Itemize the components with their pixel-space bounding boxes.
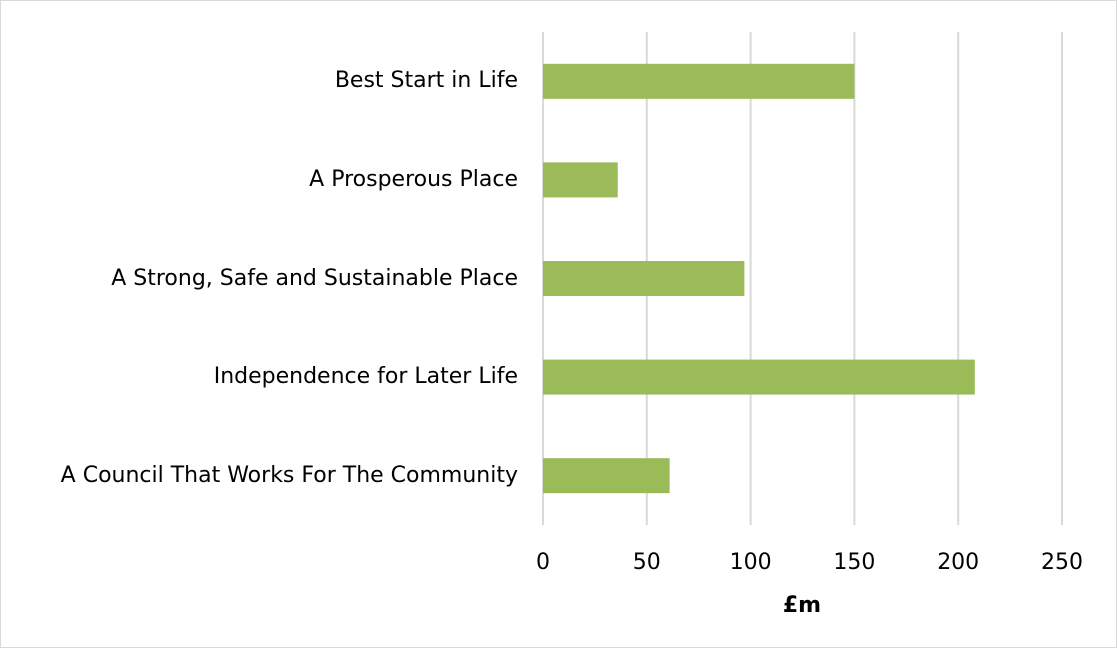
y-tick-label: Best Start in Life [334,68,518,94]
x-tick-label: 200 [937,550,979,575]
x-tick-label: 0 [536,550,550,575]
x-tick-label: 150 [833,550,875,575]
x-tick-label: 250 [1041,550,1083,575]
y-tick-label: A Prosperous Place [309,166,518,192]
y-tick-label: A Strong, Safe and Sustainable Place [111,265,518,291]
x-tick-label: 50 [633,550,661,575]
bar [543,261,745,296]
y-tick-label: A Council That Works For The Community [60,462,518,488]
bar [543,458,670,494]
x-axis-label: £m [783,593,821,618]
y-tick-label: Independence for Later Life [213,364,518,390]
x-tick-label: 100 [730,550,772,575]
bar [543,162,618,198]
bar [543,63,855,99]
bar [543,359,975,395]
